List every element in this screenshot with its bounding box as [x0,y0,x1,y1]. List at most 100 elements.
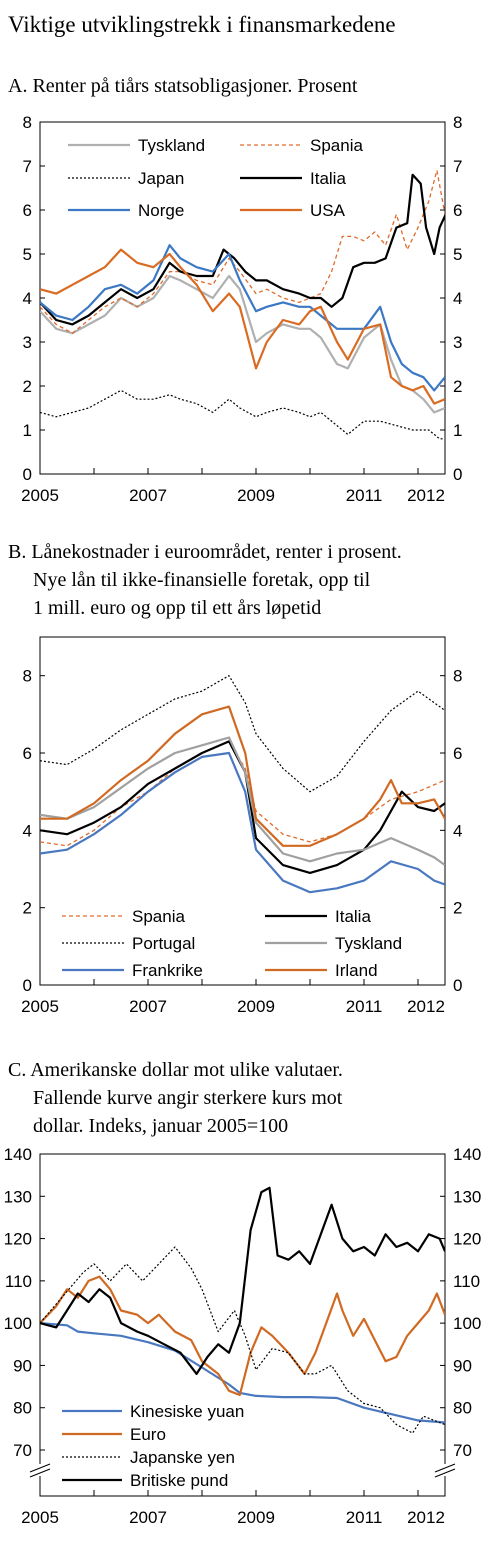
chart-c-x-tick-label: 2011 [346,1508,383,1527]
chart-c-x-tick-label: 2007 [129,1508,167,1527]
panel-c-title: C. Amerikanske dollar mot ulike valutaer… [8,1056,343,1140]
chart-c-axis-break-mask-right [433,1464,457,1476]
chart-b-y-tick-label-left: 4 [23,821,32,840]
chart-c-x-tick-label: 2012 [407,1508,445,1527]
chart-b-y-tick-label-left: 8 [23,667,32,686]
chart-a-legend-label-tyskland: Tyskland [138,136,205,155]
chart-b-y-tick-label-right: 2 [453,899,462,918]
chart-a-legend-label-japan: Japan [138,169,184,188]
chart-c-y-tick-label-left: 140 [4,1145,32,1164]
chart-c-y-tick-label-right: 80 [453,1399,472,1418]
chart-b-y-tick-label-right: 0 [453,976,462,995]
chart-c-y-tick-label-left: 120 [4,1230,32,1249]
chart-b-series-line-italia [40,740,445,874]
chart-a-y-tick-label-left: 4 [23,289,32,308]
chart-c-frame [39,1153,446,1497]
chart-b-x-tick-label: 2005 [21,997,59,1016]
chart-c-y-tick-label-left: 90 [13,1356,32,1375]
panel-a-title: A. Renter på tiårs statsobligasjoner. Pr… [8,72,357,100]
chart-a-y-tick-label-right: 8 [453,113,462,132]
page-title: Viktige utviklingstrekk i finansmarkeden… [8,12,396,37]
chart-b-x-tick-label: 2012 [407,997,445,1016]
chart-a-y-tick-label-right: 0 [453,465,462,484]
chart-a-series-line-tyskland [40,274,445,414]
chart-c-y-tick-label-right: 120 [453,1230,481,1249]
chart-b-legend-label-spania: Spania [132,907,185,926]
chart-c-y-tick-label-right: 110 [453,1272,480,1291]
chart-a-x-tick-label: 2011 [346,486,383,505]
chart-a-y-tick-label-left: 6 [23,201,32,220]
chart-a-y-tick-label-right: 1 [453,421,462,440]
chart-a-y-tick-label-left: 1 [23,421,32,440]
chart-b-y-tick-label-right: 4 [453,821,462,840]
chart-a-x-tick-label: 2009 [237,486,275,505]
chart-b-legend-label-portugal: Portugal [132,934,195,953]
panel-c-title-line-3: dollar. Indeks, januar 2005=100 [8,1115,289,1137]
chart-b-y-tick-label-right: 6 [453,744,462,763]
chart-c-legend-label-japanske-yen: Japanske yen [130,1448,235,1467]
chart-c-y-tick-label-left: 70 [13,1441,32,1460]
panel-c-title-line-2: Fallende kurve angir sterkere kurs mot [8,1087,343,1109]
chart-c-legend-label-kinesiske-yuan: Kinesiske yuan [130,1402,244,1421]
chart-a-series-line-japan [40,389,445,440]
chart-b-legend-label-frankrike: Frankrike [132,961,203,980]
chart-b-legend-label-tyskland: Tyskland [335,934,402,953]
chart-c-series-line-britiske-pund [40,1186,445,1375]
chart-b-legend-label-italia: Italia [335,907,371,926]
chart-c-x-tick-label: 2005 [21,1508,59,1527]
chart-c-y-tick-label-left: 100 [4,1314,32,1333]
chart-c-series-line-kinesiske-yuan [40,1322,445,1424]
chart-a-y-tick-label-right: 5 [453,245,462,264]
chart-b-y-tick-label-left: 6 [23,744,32,763]
chart-a-x-tick-label: 2007 [129,486,167,505]
chart-b-series-line-frankrike [40,751,445,894]
chart-c-y-tick-label-left: 130 [4,1187,32,1206]
chart-b-x-tick-label: 2009 [237,997,275,1016]
chart-b-y-tick-label-left: 2 [23,899,32,918]
chart-a-y-tick-label-left: 7 [23,157,32,176]
chart-c-y-tick-label-right: 130 [453,1187,481,1206]
chart-b-series-line-spania [40,740,445,847]
panel-c-title-line-1: C. Amerikanske dollar mot ulike valutaer… [8,1059,343,1081]
chart-a-y-tick-label-right: 2 [453,377,462,396]
chart-c-y-tick-label-right: 70 [453,1441,472,1460]
chart-a-series-line-spania [40,169,445,334]
chart-c-y-tick-label-right: 100 [453,1314,481,1333]
chart-a-y-tick-label-left: 0 [23,465,32,484]
chart-a-y-tick-label-right: 6 [453,201,462,220]
chart-b-legend-label-irland: Irland [335,961,378,980]
panel-b-title: B. Lånekostnader i euroområdet, renter i… [8,538,402,622]
panel-a-title-line: A. Renter på tiårs statsobligasjoner. Pr… [8,75,358,97]
chart-a-y-tick-label-right: 4 [453,289,462,308]
chart-b-y-tick-label-left: 0 [23,976,32,995]
chart-a-legend-label-norge: Norge [138,201,184,220]
chart-c-y-tick-label-right: 90 [453,1356,472,1375]
panel-b-title-line-1: B. Lånekostnader i euroområdet, renter i… [8,541,402,563]
chart-c-legend-label-euro: Euro [130,1425,166,1444]
chart-a-y-tick-label-left: 5 [23,245,32,264]
chart-a-legend-label-usa: USA [310,201,346,220]
chart-c-legend-label-britiske-pund: Britiske pund [130,1471,228,1490]
panel-b-title-line-2: Nye lån til ikke-finansielle foretak, op… [8,569,371,591]
chart-a-x-tick-label: 2005 [21,486,59,505]
chart-a-x-tick-label: 2012 [407,486,445,505]
chart-c-axis-break-mark [434,1468,456,1478]
chart-a-series-line-italia [40,173,445,326]
chart-c-axis-break-mask-left [28,1464,52,1476]
chart-a-y-tick-label-left: 8 [23,113,32,132]
chart-c-series-line-japanske-yen [40,1246,445,1434]
chart-b-series-line-tyskland [40,736,445,866]
chart-c-axis-break-mark [29,1468,51,1478]
chart-a-y-tick-label-right: 7 [453,157,462,176]
chart-b-x-tick-label: 2007 [129,997,167,1016]
chart-a-legend-label-spania: Spania [310,136,363,155]
chart-a-legend-label-italia: Italia [310,169,346,188]
chart-a-series-line-usa [40,248,445,405]
chart-a-y-tick-label-left: 2 [23,377,32,396]
chart-b-series-line-irland [40,705,445,847]
chart-b-series-line-portugal [40,675,445,793]
panel-b-title-line-3: 1 mill. euro og opp til ett års løpetid [8,597,322,619]
chart-c-y-tick-label-left: 110 [5,1272,32,1291]
chart-b-frame [39,636,446,986]
